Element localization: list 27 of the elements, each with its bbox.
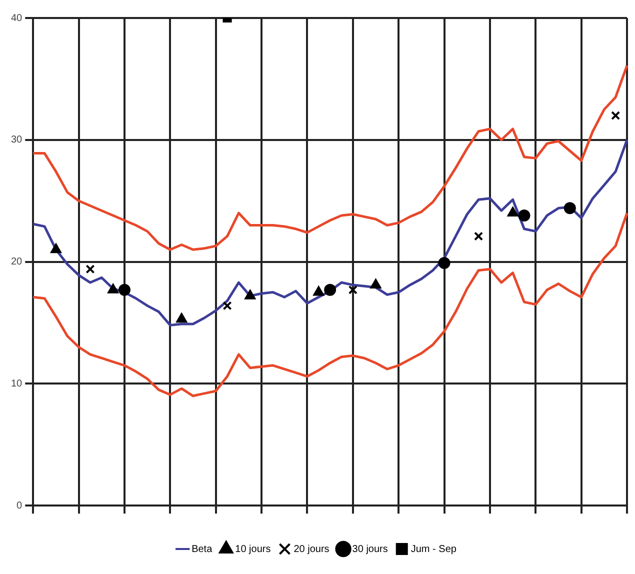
point bbox=[324, 284, 336, 296]
point bbox=[313, 286, 324, 296]
point bbox=[518, 209, 530, 222]
point bbox=[564, 202, 576, 214]
point bbox=[222, 301, 232, 310]
y-tick-label: 10 bbox=[11, 378, 23, 390]
y-tick-label: 40 bbox=[11, 12, 23, 24]
point bbox=[348, 285, 358, 294]
point bbox=[611, 110, 620, 120]
legend-label: 30 jours bbox=[352, 544, 388, 555]
point bbox=[507, 207, 518, 217]
point bbox=[474, 232, 484, 241]
y-tick-label: 20 bbox=[11, 256, 23, 268]
point bbox=[108, 284, 118, 294]
point bbox=[370, 278, 382, 288]
legend-label: 10 jours bbox=[235, 544, 271, 555]
legend-label: Jum - Sep bbox=[410, 544, 457, 555]
legend-label: 20 jours bbox=[294, 544, 330, 555]
point bbox=[50, 244, 62, 254]
point bbox=[86, 264, 95, 274]
point bbox=[438, 257, 450, 270]
y-tick-label: 0 bbox=[16, 500, 23, 512]
point bbox=[244, 290, 256, 300]
point bbox=[118, 284, 130, 296]
point bbox=[176, 313, 187, 323]
legend-label: Beta bbox=[192, 544, 213, 555]
y-tick-label: 30 bbox=[11, 134, 23, 146]
